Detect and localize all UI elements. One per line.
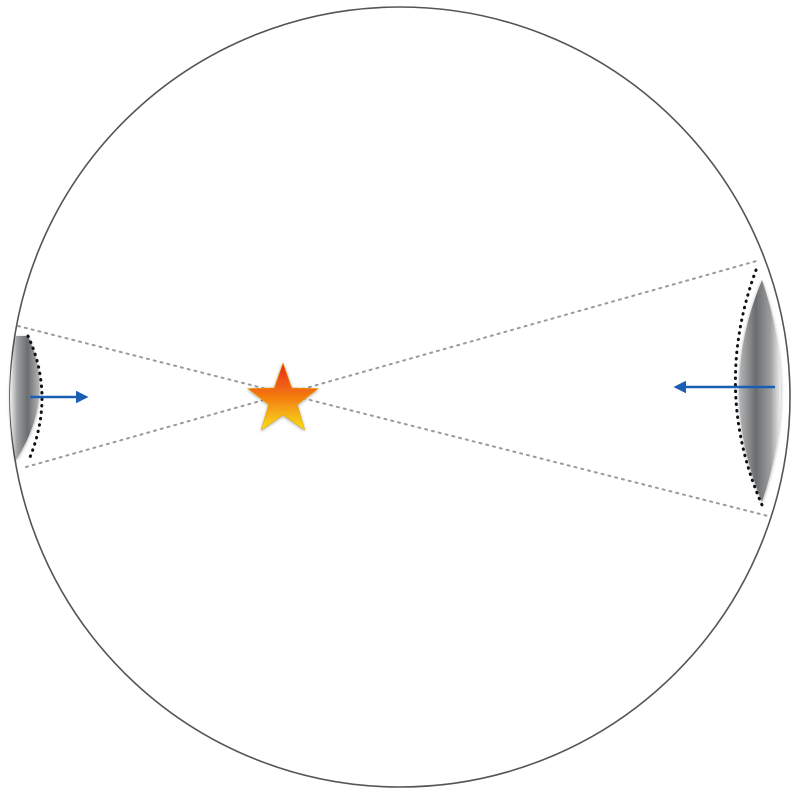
star-icon (246, 362, 320, 431)
sight-line-lower-left (25, 259, 761, 468)
outer-circle (9, 6, 791, 788)
sight-line-upper-left (17, 325, 769, 517)
right-lens (733, 268, 781, 507)
right-lens-dotted-rim (733, 268, 764, 507)
